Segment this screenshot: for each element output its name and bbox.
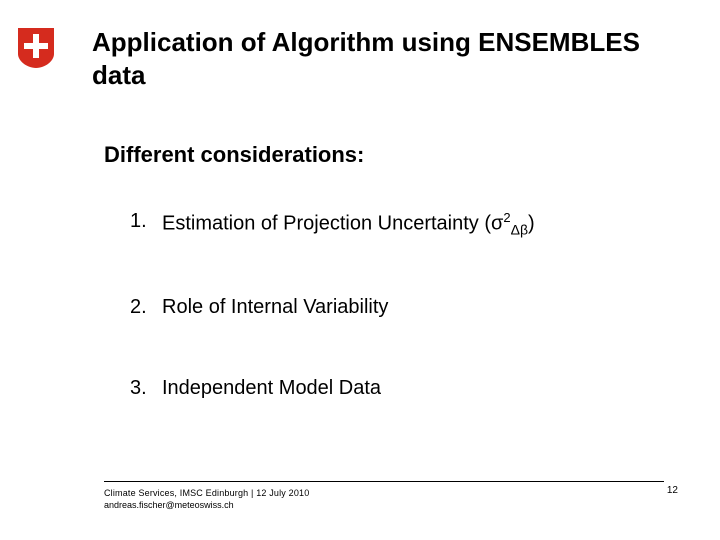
list-text-tail: )	[528, 213, 535, 235]
footer-rule	[104, 481, 664, 482]
list-item: 2. Role of Internal Variability	[130, 296, 650, 319]
list-text: Independent Model Data	[162, 377, 381, 400]
list-number: 2.	[130, 296, 162, 319]
superscript: 2	[503, 210, 510, 225]
list-text: Role of Internal Variability	[162, 296, 388, 319]
slide-title: Application of Algorithm using ENSEMBLES…	[92, 26, 652, 91]
list-number: 3.	[130, 377, 162, 400]
subscript: Δβ	[511, 222, 528, 238]
footer-line-1: Climate Services, IMSC Edinburgh | 12 Ju…	[104, 488, 664, 498]
list-number: 1.	[130, 210, 162, 238]
page-number: 12	[667, 485, 678, 496]
considerations-list: 1. Estimation of Projection Uncertainty …	[130, 210, 650, 458]
cross-horizontal	[24, 43, 48, 49]
list-text: Estimation of Projection Uncertainty (σ2…	[162, 210, 535, 238]
list-text-main: Estimation of Projection Uncertainty (σ	[162, 213, 503, 235]
footer-line-2: andreas.fischer@meteoswiss.ch	[104, 500, 664, 510]
slide: Application of Algorithm using ENSEMBLES…	[0, 0, 720, 540]
list-item: 3. Independent Model Data	[130, 377, 650, 400]
footer: Climate Services, IMSC Edinburgh | 12 Ju…	[104, 481, 664, 510]
swiss-shield-logo	[18, 28, 54, 68]
slide-subheading: Different considerations:	[104, 142, 364, 168]
list-item: 1. Estimation of Projection Uncertainty …	[130, 210, 650, 238]
